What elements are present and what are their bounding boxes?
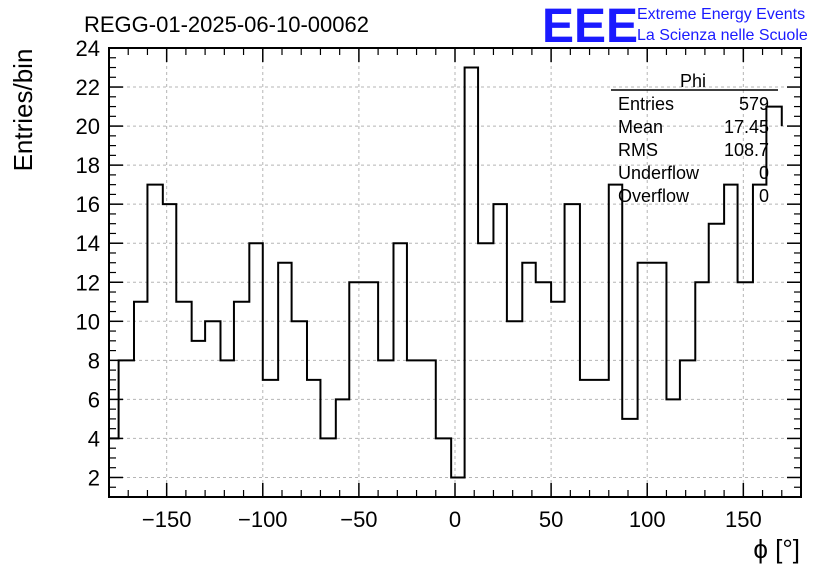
x-tick-label: 50	[539, 507, 563, 532]
y-tick-label: 10	[76, 309, 100, 334]
stats-value: 108.7	[724, 140, 769, 160]
y-tick-label: 14	[76, 231, 100, 256]
x-tick-label: −150	[142, 507, 192, 532]
y-tick-label: 12	[76, 270, 100, 295]
y-tick-label: 4	[88, 426, 100, 451]
logo-text: EEE	[542, 0, 638, 53]
stats-label: Underflow	[618, 163, 700, 183]
y-axis-label: Entries/bin	[8, 49, 38, 172]
y-tick-label: 16	[76, 192, 100, 217]
y-tick-label: 20	[76, 114, 100, 139]
logo-line-1: Extreme Energy Events	[637, 6, 805, 23]
x-tick-label: 100	[629, 507, 666, 532]
stats-label: Overflow	[618, 186, 690, 206]
stats-value: 0	[759, 186, 769, 206]
run-title: REGG-01-2025-06-10-00062	[84, 12, 369, 37]
y-tick-label: 24	[76, 36, 100, 61]
stats-title: Phi	[680, 71, 706, 91]
logo-line-2: La Scienza nelle Scuole	[637, 27, 808, 44]
y-tick-label: 22	[76, 75, 100, 100]
y-tick-label: 8	[88, 348, 100, 373]
stats-box: Phi Entries 579 Mean 17.45 RMS 108.7 Underflow…	[611, 71, 778, 206]
eee-logo: EEE Extreme Energy Events La Scienza nel…	[542, 0, 808, 53]
y-tick-label: 18	[76, 153, 100, 178]
stats-label: Mean	[618, 117, 663, 137]
stats-label: Entries	[618, 94, 674, 114]
stats-label: RMS	[618, 140, 658, 160]
x-tick-label: 0	[449, 507, 461, 532]
grid-lines	[109, 47, 801, 497]
axis-ticks	[108, 47, 802, 497]
x-axis-label: ϕ [°]	[753, 534, 800, 564]
x-tick-label: 150	[725, 507, 762, 532]
histogram-series	[108, 66, 783, 497]
stats-value: 0	[759, 163, 769, 183]
x-tick-label: −100	[238, 507, 288, 532]
y-tick-label: 6	[88, 387, 100, 412]
y-tick-label: 2	[88, 465, 100, 490]
stats-value: 579	[739, 94, 769, 114]
x-tick-label: −50	[340, 507, 377, 532]
stats-value: 17.45	[724, 117, 769, 137]
